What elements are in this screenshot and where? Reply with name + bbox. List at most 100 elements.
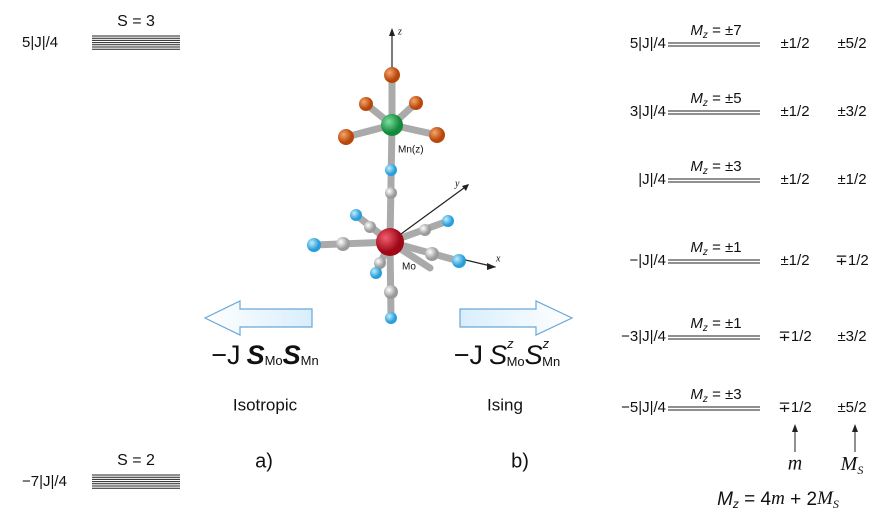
mz-value: = ±3 (708, 386, 742, 403)
figure: z y x Mn(z) Mo −JSMoSMn Isotropic a) −JS… (0, 0, 875, 517)
ms-arrowhead (852, 424, 858, 432)
mz-symbol: M (690, 158, 703, 175)
mo-atom (376, 228, 404, 256)
formula-part: −J (454, 340, 483, 370)
ising-level: |J|/4 Mz = ±3 ±1/2 ±1/2 (638, 158, 866, 188)
formula-sub: Mo (265, 353, 283, 368)
left-level: −7|J|/4 S = 2 (22, 452, 180, 490)
atom (336, 237, 350, 251)
energy-label: −3|J|/4 (621, 328, 666, 345)
spin-label: S = 2 (117, 452, 155, 469)
atom (338, 129, 354, 145)
relation: Mz = 4m + 2MS (717, 488, 839, 511)
energy-label: |J|/4 (638, 171, 666, 188)
ising-label: Ising (487, 395, 523, 414)
mz-label: Mz = ±5 (690, 90, 741, 109)
mz-symbol: M (690, 239, 703, 256)
z-label: z (397, 26, 402, 37)
relation-part: m (771, 488, 785, 509)
mz-value: = ±3 (708, 158, 742, 175)
atom (370, 267, 382, 279)
ising-level: −|J|/4 Mz = ±1 ±1/2 ∓1/2 (629, 239, 868, 269)
mz-label: Mz = ±3 (690, 386, 741, 405)
atom (364, 221, 376, 233)
mz-value: = ±5 (708, 90, 742, 107)
relation-sub: z (732, 497, 739, 511)
mn-label: Mn(z) (398, 145, 424, 156)
ising-level: −3|J|/4Mz = ±1∓1/2±3/2 (621, 315, 866, 345)
right-arrow (460, 301, 572, 335)
m-value: ±1/2 (780, 252, 809, 269)
atom (307, 238, 321, 252)
formula-sup: z (542, 336, 550, 351)
atom (429, 127, 445, 143)
molecule: z y x Mn(z) Mo (307, 26, 501, 324)
x-label: x (495, 253, 501, 264)
energy-label: 5|J|/4 (630, 35, 666, 52)
mn-atom (381, 114, 403, 136)
relation-part: + 2 (785, 489, 817, 510)
m-value: ±1/2 (780, 171, 809, 188)
relation-part: = 4 (739, 489, 772, 510)
spin-label: S = 3 (117, 13, 155, 30)
ising-level: 3|J|/4 Mz = ±5 ±1/2 ±3/2 (630, 90, 867, 120)
m-arrowhead (792, 424, 798, 432)
ms-value: ±1/2 (837, 171, 866, 188)
ms-symbol: M (840, 453, 859, 475)
bond (390, 125, 392, 242)
energy-label: 3|J|/4 (630, 103, 666, 120)
relation-part: M (717, 489, 733, 510)
formula-part: S (283, 340, 301, 370)
atom (452, 254, 466, 268)
ising-formula: −JSzMoSzMn (454, 336, 560, 370)
formula-sub: Mn (542, 354, 560, 369)
ms-value: ±3/2 (837, 103, 866, 120)
x-arrowhead (487, 263, 496, 270)
atom (384, 285, 398, 299)
relation-part: M (816, 488, 834, 509)
energy-label: −5|J|/4 (621, 399, 666, 416)
formula-sub: Mn (301, 353, 319, 368)
atom (425, 247, 439, 261)
page: { "left_levels": [ {"energy": "5|J|/4", … (0, 0, 875, 517)
atom (350, 209, 362, 221)
atom (385, 164, 397, 176)
atom (385, 187, 397, 199)
m-column-label: m (788, 453, 802, 475)
mz-value: = ±7 (708, 22, 742, 39)
energy-label: −|J|/4 (629, 252, 666, 269)
ms-sub: S (857, 463, 863, 477)
mz-label: Mz = ±1 (690, 239, 741, 258)
mz-symbol: M (690, 22, 703, 39)
ms-value: ±3/2 (837, 328, 866, 345)
formula-sub: Mo (507, 354, 525, 369)
atom (385, 312, 397, 324)
ms-value: ±5/2 (837, 399, 866, 416)
energy-label: 5|J|/4 (22, 34, 58, 51)
mz-label: Mz = ±1 (690, 315, 741, 334)
relation-sub: S (833, 497, 839, 511)
left-arrow (205, 301, 312, 335)
mz-label: Mz = ±7 (690, 22, 741, 41)
formula-part: S (525, 340, 543, 370)
atom (359, 97, 373, 111)
atom (409, 96, 423, 110)
y-label: y (454, 178, 460, 189)
energy-label: −7|J|/4 (22, 473, 67, 490)
mz-label: Mz = ±3 (690, 158, 741, 177)
atom (384, 67, 400, 83)
formula-part: S (247, 340, 265, 370)
y-arrowhead (462, 184, 469, 191)
left-level: 5|J|/4 S = 3 (22, 13, 180, 51)
mz-value: = ±1 (708, 315, 742, 332)
panel-label: b) (511, 450, 529, 472)
ms-value: ∓1/2 (835, 252, 868, 269)
z-arrowhead (389, 28, 395, 36)
mo-label: Mo (402, 262, 416, 273)
panel-label: a) (255, 450, 273, 472)
mz-symbol: M (690, 90, 703, 107)
m-value: ±1/2 (780, 35, 809, 52)
mz-symbol: M (690, 315, 703, 332)
m-value: ±1/2 (780, 103, 809, 120)
